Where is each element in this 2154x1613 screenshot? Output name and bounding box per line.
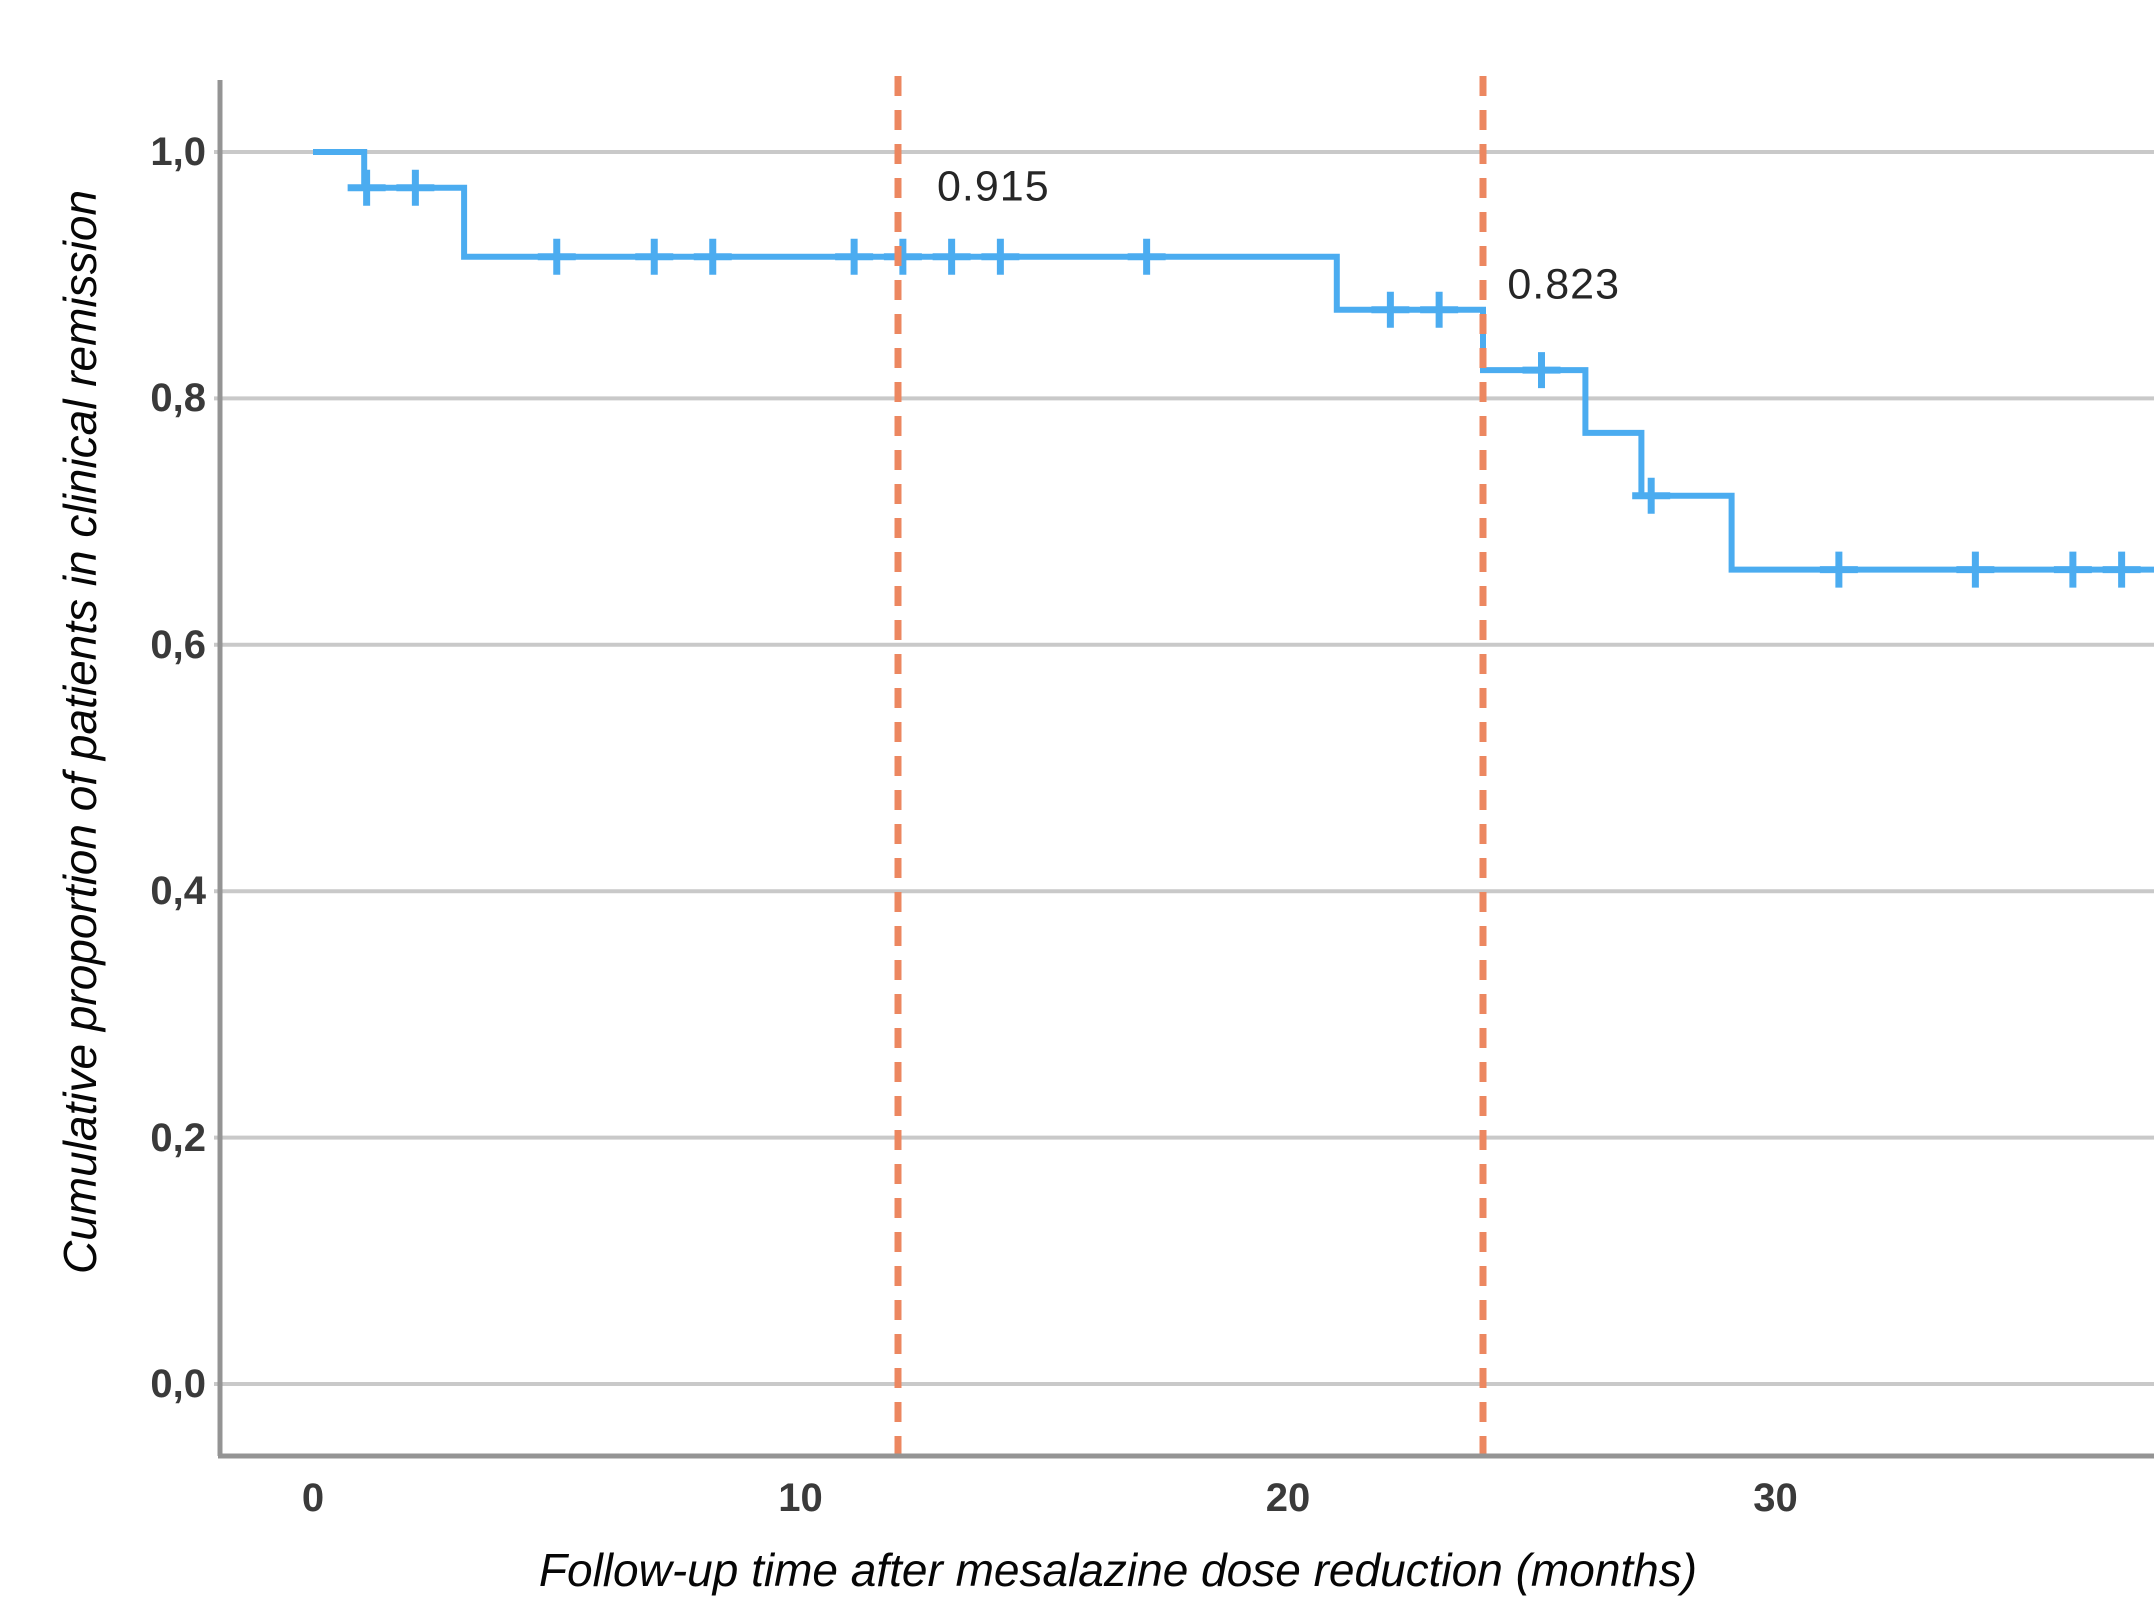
x-tick-label: 0 — [301, 1476, 325, 1520]
annotation-24-months: 0.823 — [1507, 260, 1620, 309]
survival-curve — [313, 149, 2154, 573]
y-tick-label: 0,0 — [150, 1362, 206, 1406]
y-tick-label: 0,4 — [150, 869, 206, 914]
y-tick-label: 0,8 — [150, 376, 206, 421]
x-axis-title: Follow-up time after mesalazine dose red… — [538, 1544, 1698, 1596]
x-tick-label: 30 — [1753, 1476, 1798, 1520]
y-tick-label: 0,6 — [150, 622, 206, 667]
x-tick-label: 10 — [778, 1476, 823, 1520]
y-tick-label: 0,2 — [150, 1115, 206, 1160]
y-tick-label: 1,0 — [150, 130, 206, 174]
annotation-12-months: 0.915 — [937, 162, 1050, 211]
x-tick-label: 20 — [1265, 1476, 1311, 1520]
y-axis-title: Cumulative proportion of patients in cli… — [54, 189, 106, 1275]
